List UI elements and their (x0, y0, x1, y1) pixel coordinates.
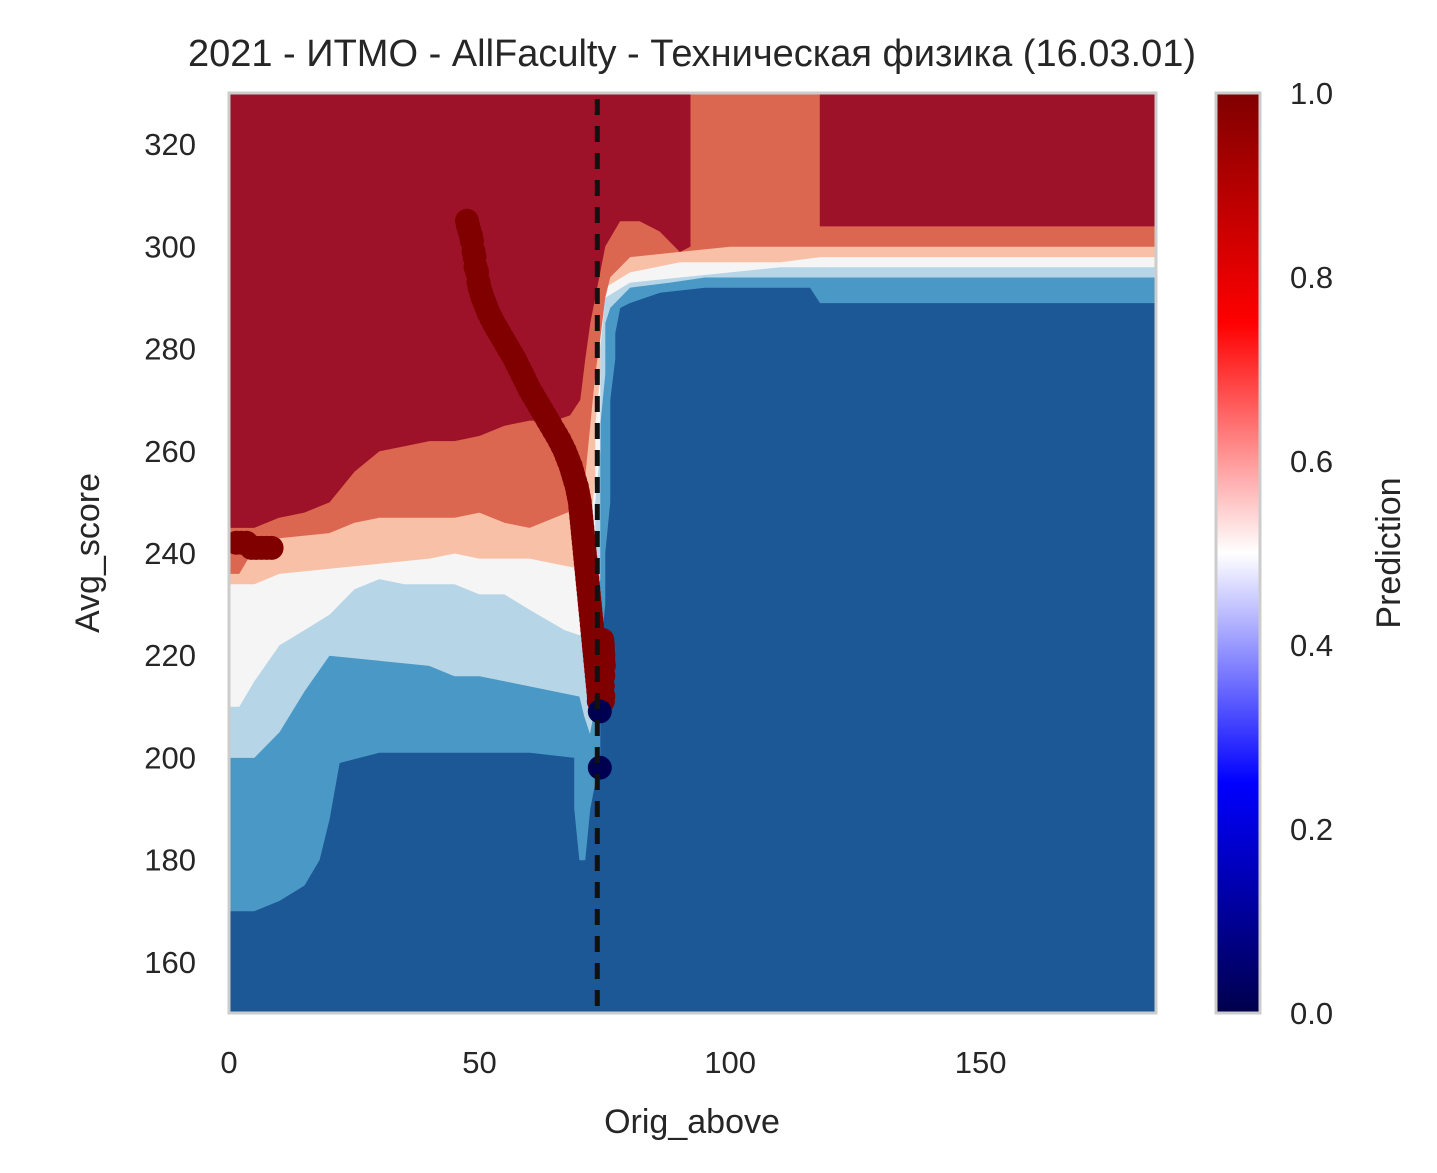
plot-frame (227, 91, 1158, 1015)
point-positive-112 (259, 535, 284, 560)
colorbar-tick-label-3: 0.6 (1290, 444, 1333, 479)
colorbar-tick-label-2: 0.4 (1290, 628, 1333, 663)
point-positive-104 (584, 648, 609, 673)
x-axis-label: Orig_above (604, 1103, 780, 1141)
colorbar-tick-label-1: 0.2 (1290, 812, 1333, 847)
x-tick-label-0: 0 (220, 1045, 237, 1080)
contour-region-r1a (229, 93, 691, 528)
y-tick-label-5: 260 (144, 434, 196, 469)
y-axis-ticks: 160 180 200 220 240 260 280 300 320 (144, 127, 196, 980)
x-tick-label-1: 50 (462, 1045, 496, 1080)
colorbar-ticks: 0.0 0.2 0.4 0.6 0.8 1.0 (1290, 76, 1333, 1031)
y-tick-label-7: 300 (144, 229, 196, 264)
x-tick-label-2: 100 (704, 1045, 756, 1080)
x-tick-label-3: 150 (955, 1045, 1007, 1080)
x-axis-ticks: 0 50 100 150 (220, 1045, 1006, 1080)
y-tick-label-8: 320 (144, 127, 196, 162)
y-tick-label-3: 220 (144, 638, 196, 673)
y-tick-label-0: 160 (144, 945, 196, 980)
y-tick-label-1: 180 (144, 843, 196, 878)
colorbar-tick-label-4: 0.8 (1290, 260, 1333, 295)
colorbar (1214, 91, 1262, 1015)
colorbar-label: Prediction (1370, 477, 1408, 628)
y-axis-label: Avg_score (69, 473, 107, 633)
colorbar-tick-label-5: 1.0 (1290, 76, 1333, 111)
y-tick-label-6: 280 (144, 332, 196, 367)
y-tick-label-4: 240 (144, 536, 196, 571)
y-tick-label-2: 200 (144, 740, 196, 775)
contour-regions (229, 93, 1156, 1013)
chart-title: 2021 - ИТМО - AllFaculty - Техническая ф… (188, 33, 1196, 75)
point-negative-0 (587, 699, 612, 724)
contour-region-r1b (819, 93, 1156, 227)
point-negative-1 (587, 755, 612, 780)
colorbar-tick-label-0: 0.0 (1290, 996, 1333, 1031)
